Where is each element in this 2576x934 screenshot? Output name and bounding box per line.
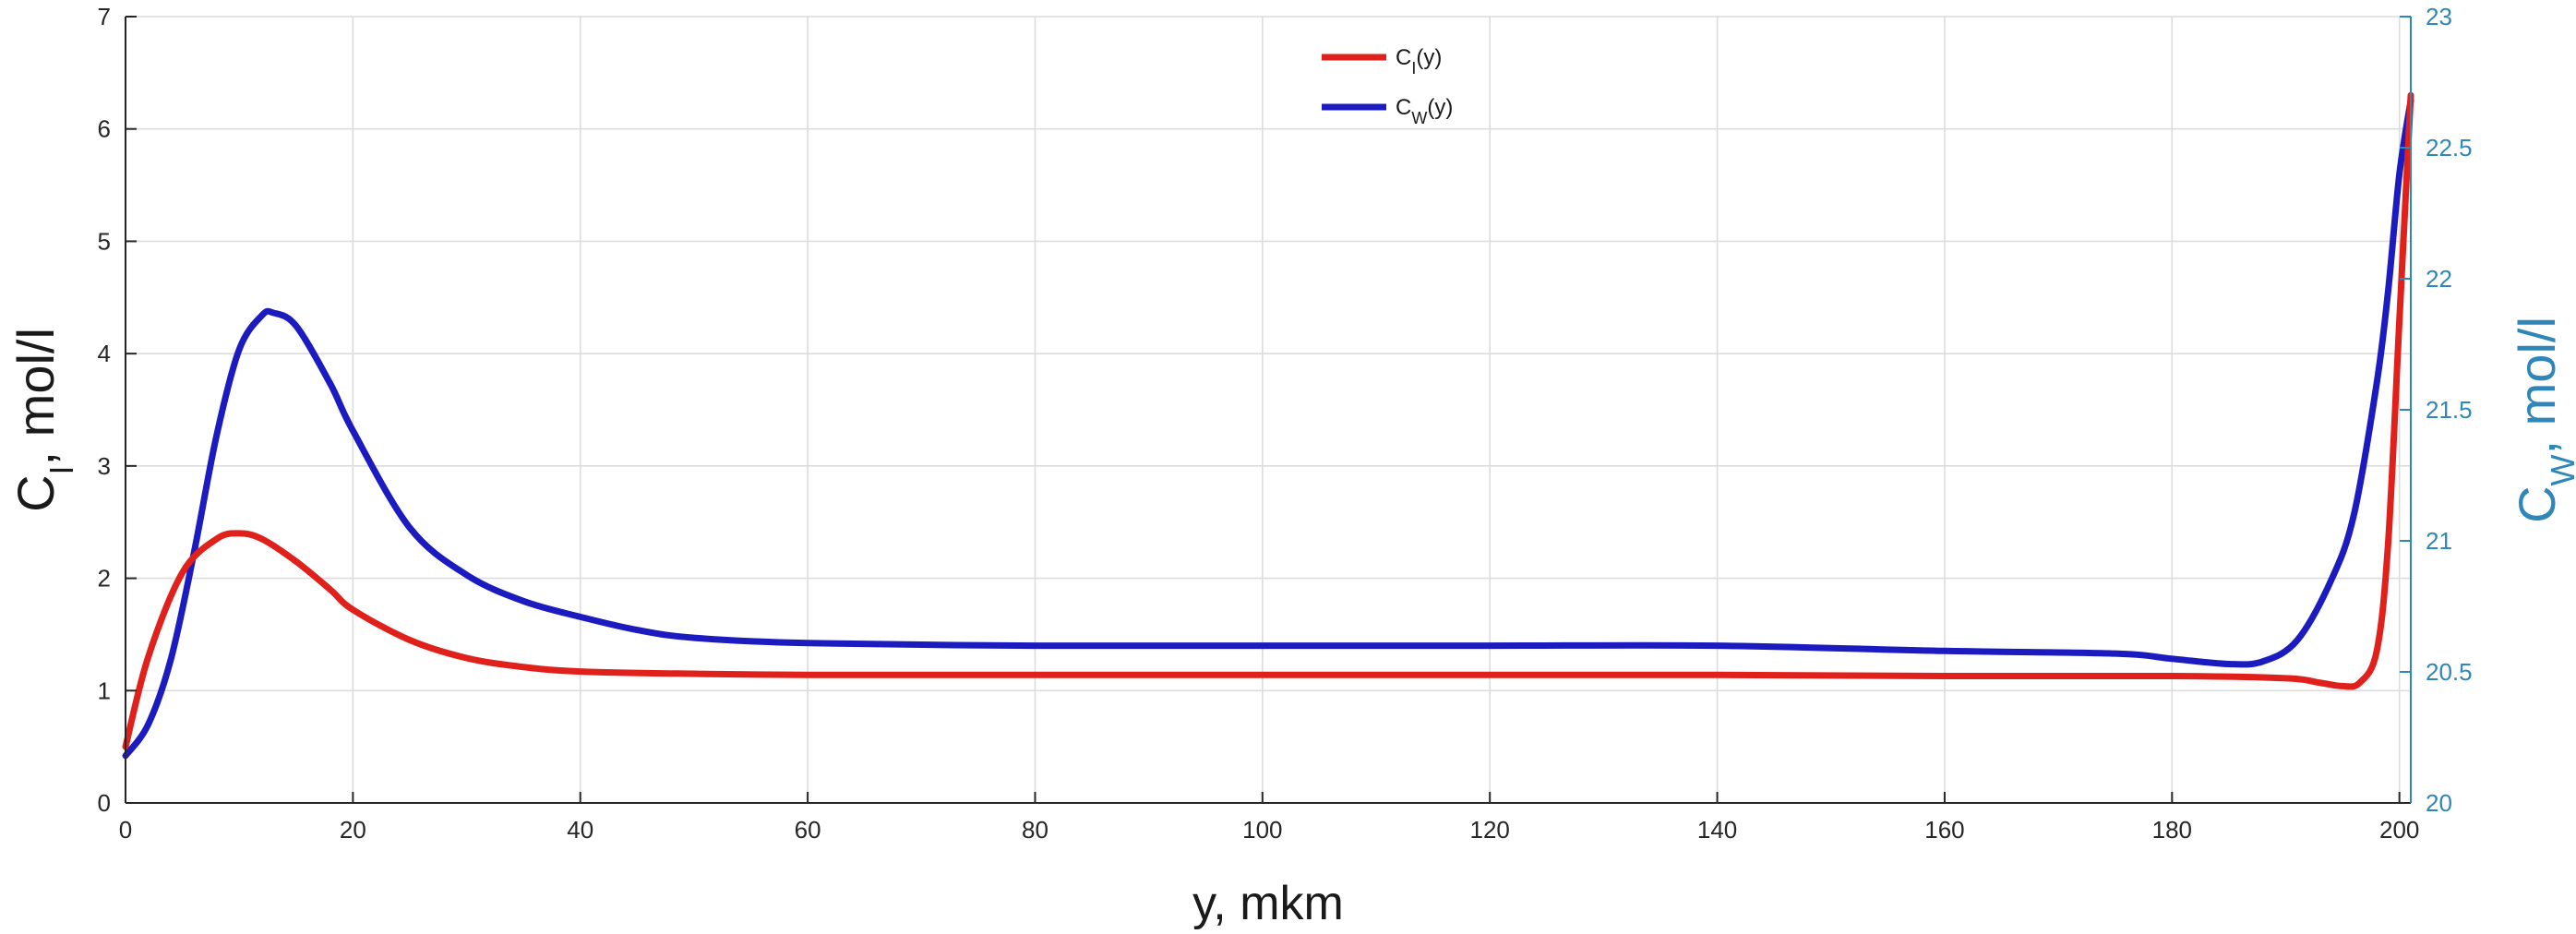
- legend-label-ci: CI(y): [1396, 45, 1442, 78]
- x-tick-label: 40: [567, 816, 593, 844]
- series-line-ci: [122, 91, 2414, 750]
- axes: [125, 16, 2412, 804]
- y-left-tick-label: 6: [98, 115, 111, 143]
- x-tick-label: 80: [1022, 816, 1048, 844]
- x-tick-label: 180: [2152, 816, 2192, 844]
- legend-suffix-cw: (y): [1427, 95, 1453, 120]
- legend-sub-cw: W: [1411, 109, 1427, 127]
- x-axis-label: y, mkm: [1192, 877, 1344, 930]
- legend-suffix-ci: (y): [1416, 45, 1442, 70]
- x-tick-label: 20: [340, 816, 366, 844]
- y-left-tick-label: 5: [98, 227, 111, 255]
- y-left-tick-label: 7: [98, 3, 111, 30]
- x-tick-label: 140: [1697, 816, 1737, 844]
- y-axis-right-label-sub: W: [2544, 454, 2576, 485]
- y-right-tick-label: 23: [2426, 3, 2452, 30]
- y-right-tick-label: 21: [2426, 527, 2452, 555]
- x-tick-label: 120: [1470, 816, 1510, 844]
- y-axis-left-label: CI, mol/l: [6, 328, 80, 512]
- y-right-tick-label: 20: [2426, 789, 2452, 817]
- y-right-tick-label: 22: [2426, 265, 2452, 293]
- y-right-tick-label: 22.5: [2426, 134, 2473, 162]
- y-left-tick-label: 0: [98, 789, 111, 817]
- x-tick-label: 0: [119, 816, 132, 844]
- tick-labels: 0 20 40 60 80 100 120 140 160 180 200012345672020.…: [98, 3, 2473, 844]
- y-axis-left-label-sub: I: [42, 465, 80, 474]
- x-tick-label: 100: [1242, 816, 1282, 844]
- y-left-tick-label: 4: [98, 340, 111, 367]
- grid: [125, 16, 2411, 804]
- x-tick-label: 60: [795, 816, 821, 844]
- legend: CI(y) CW(y): [1322, 45, 1453, 127]
- x-tick-label: 160: [1924, 816, 1964, 844]
- series-line-cw: [122, 97, 2414, 760]
- y-left-tick-label: 3: [98, 452, 111, 480]
- legend-label-cw: CW(y): [1396, 95, 1453, 127]
- x-tick-label: 200: [2379, 816, 2419, 844]
- y-right-tick-label: 21.5: [2426, 396, 2473, 424]
- legend-sub-ci: I: [1411, 59, 1416, 78]
- y-axis-right-label: CW, mol/l: [2508, 317, 2576, 523]
- y-right-tick-label: 20.5: [2426, 658, 2473, 686]
- y-left-tick-label: 1: [98, 677, 111, 704]
- series-layer: [122, 91, 2414, 760]
- y-left-tick-label: 2: [98, 565, 111, 593]
